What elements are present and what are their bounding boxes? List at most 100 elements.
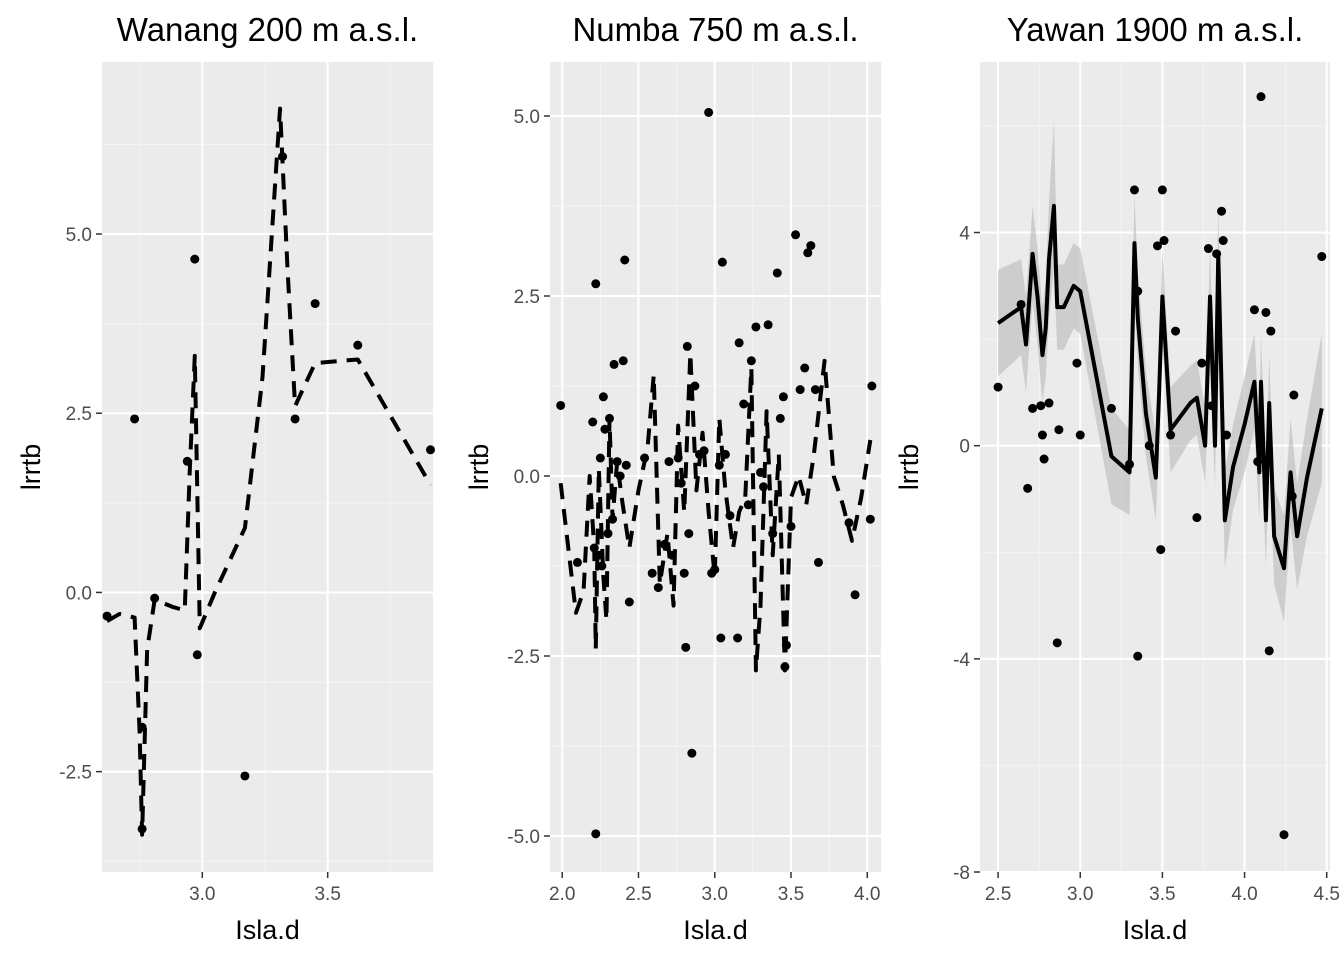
fit-line <box>106 106 433 837</box>
data-point <box>725 511 735 521</box>
data-point <box>1054 425 1064 435</box>
data-point <box>1287 491 1297 501</box>
data-point <box>1039 454 1049 464</box>
data-point <box>595 453 605 463</box>
data-point <box>759 482 769 492</box>
data-point <box>716 633 726 643</box>
x-tick-label: 2.5 <box>625 884 651 905</box>
y-tick-label: 4 <box>959 224 970 245</box>
data-point <box>1261 307 1271 317</box>
data-point <box>733 633 743 643</box>
data-point <box>664 457 674 467</box>
data-point <box>588 417 598 427</box>
data-point <box>130 414 140 424</box>
data-point <box>1203 244 1213 254</box>
data-point <box>353 340 363 350</box>
data-point <box>1072 358 1082 368</box>
data-point <box>102 611 112 621</box>
y-axis-title: lrrtb <box>16 444 46 491</box>
data-point <box>591 829 601 839</box>
data-point <box>768 529 778 539</box>
y-axis-title: lrrtb <box>464 444 494 491</box>
data-point <box>647 568 657 578</box>
data-point <box>1256 92 1266 102</box>
data-point <box>591 279 601 289</box>
data-point <box>1279 830 1289 840</box>
data-point <box>806 241 816 251</box>
data-point <box>684 529 694 539</box>
data-point <box>290 414 300 424</box>
panel-title: Yawan 1900 m a.s.l. <box>1007 11 1304 48</box>
data-point <box>867 381 877 391</box>
data-point <box>640 453 650 463</box>
panel-2: 2.0 2.5 3.0 3.5 4.0 -5.0 -2.5 0.0 2.5 5.0 Numba 75… <box>464 11 881 945</box>
y-tick-label: -8 <box>953 863 970 884</box>
data-point <box>704 107 714 117</box>
x-tick-label: 3.0 <box>702 884 728 905</box>
y-tick-label: -4 <box>953 650 970 671</box>
data-point <box>425 445 435 455</box>
data-point <box>781 640 791 650</box>
data-point <box>182 456 192 466</box>
data-point <box>1106 403 1116 413</box>
data-point <box>597 561 607 571</box>
x-tick-label: 3.5 <box>314 884 340 905</box>
data-point <box>795 385 805 395</box>
data-point <box>1044 398 1054 408</box>
data-point <box>844 518 854 528</box>
fit-line <box>996 203 1324 571</box>
data-point <box>679 568 689 578</box>
panel-title: Wanang 200 m a.s.l. <box>117 11 418 48</box>
data-point <box>1266 326 1276 336</box>
y-tick-label: 2.5 <box>514 287 540 308</box>
data-point <box>608 514 618 524</box>
data-point <box>775 413 785 423</box>
y-tick-label: -5.0 <box>507 827 540 848</box>
data-point <box>1212 249 1222 259</box>
x-tick-label: 3.0 <box>189 884 215 905</box>
data-point <box>850 590 860 600</box>
data-point <box>1207 401 1217 411</box>
data-point <box>1218 236 1228 246</box>
data-point <box>659 539 669 549</box>
data-point <box>1052 638 1062 648</box>
data-point <box>667 550 677 560</box>
data-point <box>572 557 582 567</box>
panel-3: 2.5 3.0 3.5 4.0 4.5 -8 -4 0 4 Yawan 1900 m a.s.l.… <box>894 11 1340 945</box>
x-tick-label: 2.0 <box>549 884 575 905</box>
data-point <box>1317 252 1327 262</box>
data-point <box>778 392 788 402</box>
data-point <box>710 565 720 575</box>
data-point <box>676 478 686 488</box>
data-point <box>137 722 147 732</box>
data-point <box>1249 305 1259 315</box>
data-point <box>714 460 724 470</box>
fit-line <box>558 351 873 673</box>
data-point <box>192 650 202 660</box>
data-point <box>612 457 622 467</box>
data-point <box>556 400 566 410</box>
data-point <box>791 230 801 240</box>
data-point <box>278 152 288 162</box>
data-point <box>621 460 631 470</box>
x-axis-title: Isla.d <box>683 915 748 945</box>
x-tick-label: 3.0 <box>1067 884 1093 905</box>
data-point <box>1016 299 1026 309</box>
data-point <box>1217 206 1227 216</box>
data-point <box>240 771 250 781</box>
data-point <box>720 449 730 459</box>
y-tick-label: -2.5 <box>59 763 92 784</box>
data-point <box>1157 185 1167 195</box>
data-point <box>739 399 749 409</box>
data-point <box>618 356 628 366</box>
data-point <box>310 299 320 309</box>
data-point <box>1129 185 1139 195</box>
data-point <box>653 583 663 593</box>
y-tick-label: 0 <box>959 437 970 458</box>
data-point <box>1253 457 1263 467</box>
data-point <box>604 413 614 423</box>
data-point <box>1133 286 1143 296</box>
data-point <box>1125 459 1135 469</box>
data-point <box>615 471 625 481</box>
